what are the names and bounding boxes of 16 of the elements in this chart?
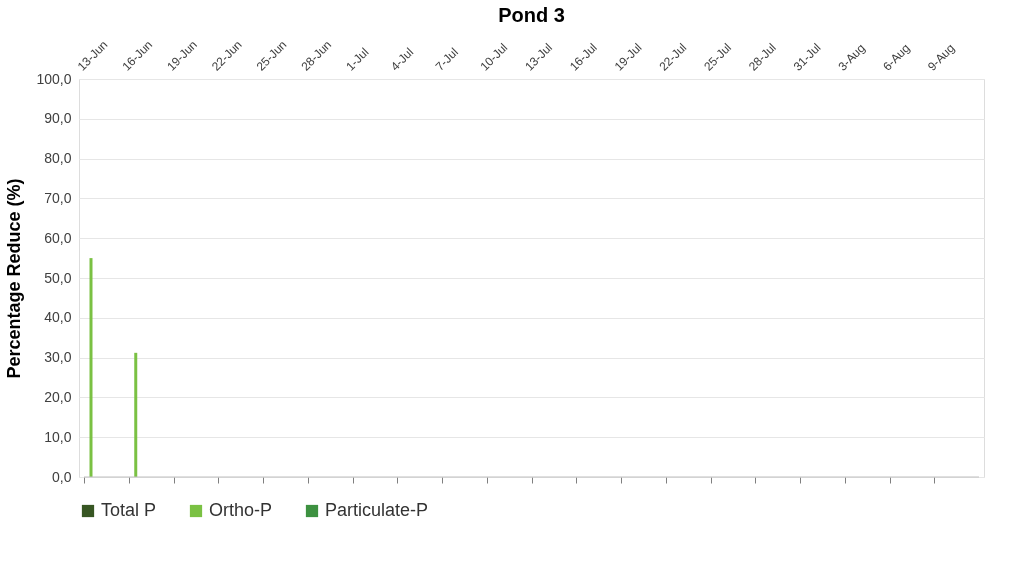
y-tick-label: 0,0: [52, 468, 72, 485]
y-tick-label: 40,0: [44, 309, 72, 326]
chart-title: Pond 3: [498, 3, 565, 26]
y-tick-label: 30,0: [44, 349, 72, 366]
y-tick-label: 20,0: [44, 388, 72, 405]
legend-label: Total P: [101, 500, 157, 520]
y-tick-label: 60,0: [44, 229, 72, 246]
y-axis-title: Percentage Reduce (%): [4, 178, 25, 379]
y-tick-label: 50,0: [44, 269, 72, 286]
y-tick-label: 10,0: [44, 428, 72, 445]
legend-label: Particulate-P: [325, 500, 429, 520]
y-tick-label: 70,0: [44, 189, 72, 206]
y-tick-label: 90,0: [44, 110, 72, 127]
y-tick-label: 80,0: [44, 150, 72, 167]
legend-label: Ortho-P: [209, 500, 273, 520]
y-tick-label: 100,0: [36, 70, 72, 87]
